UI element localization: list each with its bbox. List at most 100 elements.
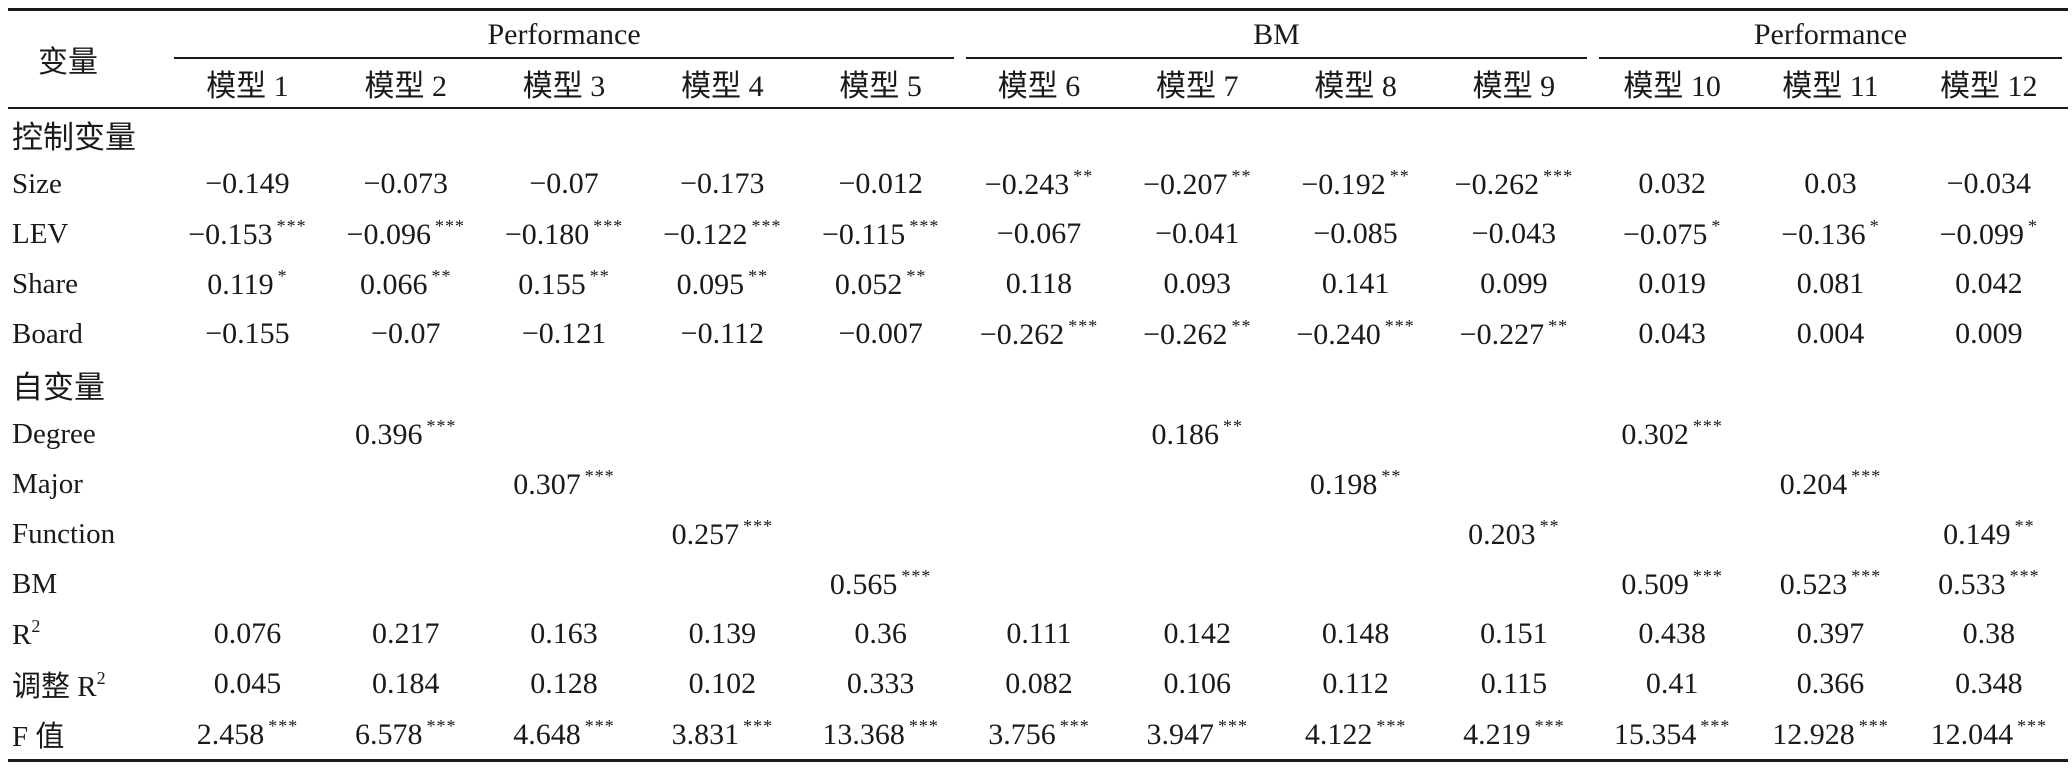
table-cell: −0.034 bbox=[1910, 159, 2068, 209]
model-header-1: 模型 1 bbox=[168, 59, 327, 109]
table-cell bbox=[960, 509, 1118, 559]
table-cell: 0.198 ** bbox=[1276, 459, 1434, 509]
significance-stars: ** bbox=[431, 266, 452, 286]
table-cell: 0.38 bbox=[1910, 609, 2068, 659]
coefficient-value: −0.067 bbox=[996, 217, 1082, 250]
significance-stars: *** bbox=[2009, 566, 2040, 586]
table-cell: −0.085 bbox=[1276, 209, 1434, 259]
significance-stars: ** bbox=[1548, 316, 1569, 336]
significance-stars: *** bbox=[1858, 716, 1889, 736]
table-cell: 0.397 bbox=[1751, 609, 1909, 659]
table-cell: −0.192 ** bbox=[1276, 159, 1434, 209]
group-header-1: Performance bbox=[168, 8, 960, 59]
table-cell: −0.243 ** bbox=[960, 159, 1118, 209]
group-header-label: Performance bbox=[1753, 18, 1908, 51]
coefficient-value: 0.204 bbox=[1779, 468, 1848, 501]
model-header-2: 模型 2 bbox=[326, 59, 485, 109]
significance-stars: ** bbox=[1231, 316, 1252, 336]
coefficient-value: −0.012 bbox=[838, 167, 923, 200]
table-cell: 0.102 bbox=[643, 659, 801, 709]
table-cell: 3.756 *** bbox=[959, 709, 1119, 762]
significance-stars: *** bbox=[901, 566, 932, 586]
table-row: LEV −0.153 *** −0.096 *** −0.180 *** −0.122 *** −… bbox=[8, 209, 2068, 259]
table-cell: −0.262 ** bbox=[1118, 309, 1276, 359]
coefficient-value: 0.565 bbox=[829, 568, 898, 601]
coefficient-value: 2.458 bbox=[196, 718, 265, 751]
table-cell: 0.128 bbox=[485, 659, 643, 709]
significance-stars: *** bbox=[743, 516, 774, 536]
significance-stars: *** bbox=[1692, 416, 1723, 436]
coefficient-value: 0.066 bbox=[359, 268, 428, 301]
significance-stars: *** bbox=[751, 216, 782, 236]
row-label: Function bbox=[8, 509, 168, 559]
coefficient-value: 3.756 bbox=[988, 718, 1056, 751]
row-label-text: Function bbox=[12, 517, 116, 550]
significance-stars: *** bbox=[434, 216, 465, 236]
row-label: LEV bbox=[8, 209, 168, 259]
coefficient-value: 0.112 bbox=[1322, 667, 1389, 700]
significance-stars: *** bbox=[1851, 566, 1882, 586]
table-cell bbox=[327, 459, 485, 509]
table-cell: 0.118 bbox=[960, 259, 1118, 309]
coefficient-value: 0.155 bbox=[518, 268, 586, 301]
significance-stars: * bbox=[2028, 216, 2039, 236]
table-cell: 0.163 bbox=[485, 609, 643, 659]
significance-stars: *** bbox=[584, 716, 615, 736]
table-cell bbox=[168, 559, 326, 609]
model-header-7: 模型 7 bbox=[1118, 59, 1277, 109]
table-row: Share 0.119 * 0.066 ** 0.155 ** 0.095 ** 0.052 ** 0… bbox=[8, 259, 2068, 309]
table-cell: 0.032 bbox=[1593, 159, 1751, 209]
table-cell: 0.348 bbox=[1910, 659, 2068, 709]
coefficient-value: 0.115 bbox=[1480, 667, 1548, 700]
coefficient-value: −0.041 bbox=[1155, 217, 1240, 250]
table-cell bbox=[168, 509, 326, 559]
table-cell bbox=[1435, 459, 1593, 509]
significance-stars: ** bbox=[748, 266, 769, 286]
section-spacer bbox=[168, 359, 2068, 409]
coefficient-value: 0.009 bbox=[1955, 317, 2023, 350]
table-cell: −0.041 bbox=[1118, 209, 1276, 259]
table-cell: 0.509 *** bbox=[1593, 559, 1751, 609]
table-cell: 0.41 bbox=[1593, 659, 1751, 709]
table-cell: −0.262 *** bbox=[1435, 159, 1593, 209]
significance-stars: *** bbox=[1376, 716, 1407, 736]
coefficient-value: 0.032 bbox=[1638, 167, 1706, 200]
coefficient-value: 4.219 bbox=[1463, 718, 1531, 751]
table-cell: 15.354 *** bbox=[1593, 709, 1752, 762]
coefficient-value: 4.122 bbox=[1304, 718, 1373, 751]
table-cell bbox=[643, 559, 801, 609]
coefficient-value: 0.163 bbox=[530, 617, 598, 650]
coefficient-value: 0.102 bbox=[688, 667, 757, 700]
coefficient-value: 0.004 bbox=[1796, 317, 1865, 350]
coefficient-value: 13.368 bbox=[822, 718, 905, 751]
group-header-3: Performance bbox=[1593, 8, 2068, 59]
table-cell: −0.227 ** bbox=[1435, 309, 1593, 359]
coefficient-value: 0.198 bbox=[1309, 468, 1378, 501]
table-cell: 0.438 bbox=[1593, 609, 1751, 659]
table-row: Board −0.155 −0.07 −0.121 −0.112 −0.007 −0.262… bbox=[8, 309, 2068, 359]
section-row: 自变量 bbox=[8, 359, 2068, 409]
coefficient-value: −0.173 bbox=[680, 167, 765, 200]
model-header-5: 模型 5 bbox=[801, 59, 960, 109]
table-cell bbox=[1751, 409, 1909, 459]
section-label: 控制变量 bbox=[8, 108, 168, 159]
model-header-9: 模型 9 bbox=[1434, 59, 1594, 109]
row-label-text: 控制变量 bbox=[12, 119, 136, 155]
section-label: 自变量 bbox=[8, 359, 168, 409]
table-cell bbox=[801, 509, 959, 559]
table-cell: 0.307 *** bbox=[485, 459, 643, 509]
table-cell: 0.03 bbox=[1751, 159, 1909, 209]
coefficient-value: 0.045 bbox=[213, 667, 282, 700]
table-cell: −0.115 *** bbox=[801, 209, 959, 259]
significance-stars: *** bbox=[908, 716, 939, 736]
table-cell: 0.111 bbox=[960, 609, 1118, 659]
table-row: R2 0.076 0.217 0.163 0.139 0.36 0.111 0.142 0.14… bbox=[8, 609, 2068, 659]
table-row: F 值 2.458 *** 6.578 *** 4.648 *** 3.831 *** 13.36… bbox=[8, 709, 2068, 762]
coefficient-value: 0.38 bbox=[1962, 617, 2016, 650]
coefficient-value: −0.007 bbox=[838, 317, 923, 350]
table-cell: −0.155 bbox=[168, 309, 326, 359]
coefficient-value: 0.119 bbox=[207, 268, 274, 301]
coefficient-value: 0.307 bbox=[513, 468, 581, 501]
table-cell: −0.153 *** bbox=[168, 209, 326, 259]
coefficient-value: 0.106 bbox=[1163, 667, 1232, 700]
